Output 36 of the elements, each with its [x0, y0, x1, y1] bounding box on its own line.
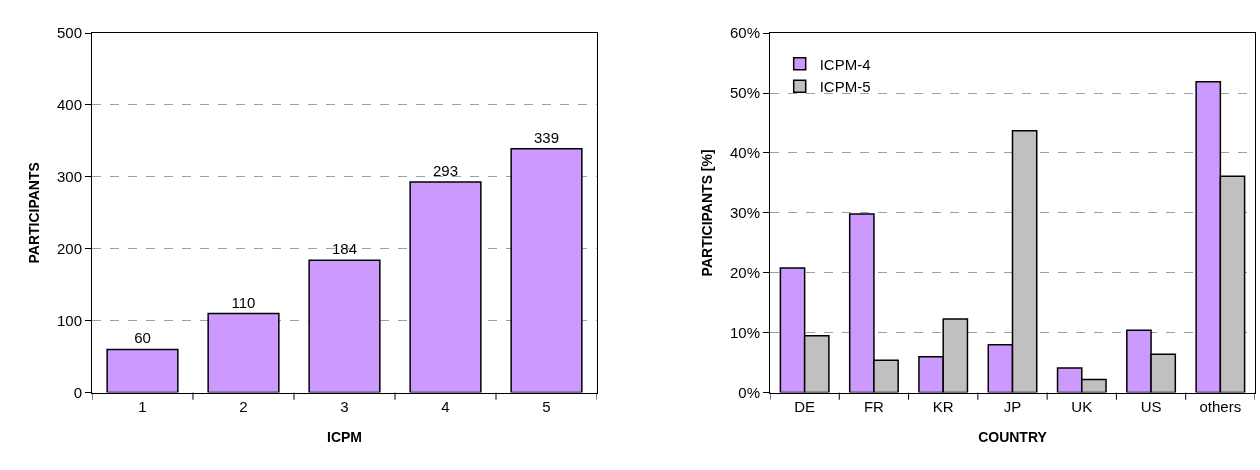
y-axis-title: PARTICIPANTS [%]	[698, 149, 715, 277]
legend-label: ICPM-5	[819, 78, 871, 96]
y-tick-label: 0%	[738, 383, 760, 401]
data-label: 184	[331, 240, 358, 258]
x-tick-label: US	[1140, 397, 1162, 415]
x-tick-label: JP	[1003, 397, 1022, 415]
legend-label: ICPM-4	[819, 55, 871, 73]
x-tick-label: 5	[542, 397, 551, 415]
x-tick-label: others	[1199, 397, 1242, 415]
data-label: 339	[533, 128, 560, 146]
x-tick-label: KR	[932, 397, 954, 415]
x-tick-label: UK	[1071, 397, 1093, 415]
y-tick-label: 60%	[729, 24, 760, 42]
y-tick-label: 0	[73, 383, 82, 401]
y-tick-label: 10%	[729, 323, 760, 341]
x-tick-label: 2	[239, 397, 248, 415]
data-label: 293	[432, 161, 459, 179]
data-label: 110	[231, 293, 256, 311]
y-tick-label: 500	[56, 24, 82, 42]
x-axis-title: COUNTRY	[978, 428, 1048, 445]
y-tick-label: 20%	[729, 264, 760, 282]
y-tick-label: 400	[56, 96, 82, 114]
x-tick-label: 4	[441, 397, 450, 415]
y-tick-label: 300	[56, 168, 82, 186]
y-tick-label: 200	[56, 240, 82, 258]
x-axis-title: ICPM	[327, 428, 362, 445]
x-tick-label: 1	[138, 397, 147, 415]
x-tick-label: 3	[340, 397, 349, 415]
x-tick-label: DE	[794, 397, 816, 415]
data-label: 60	[134, 329, 151, 347]
y-axis-title: PARTICIPANTS	[25, 162, 42, 264]
y-tick-label: 50%	[729, 84, 760, 102]
y-tick-label: 30%	[729, 204, 760, 222]
y-tick-label: 100	[56, 311, 82, 329]
x-tick-label: FR	[863, 397, 885, 415]
y-tick-label: 40%	[729, 144, 760, 162]
